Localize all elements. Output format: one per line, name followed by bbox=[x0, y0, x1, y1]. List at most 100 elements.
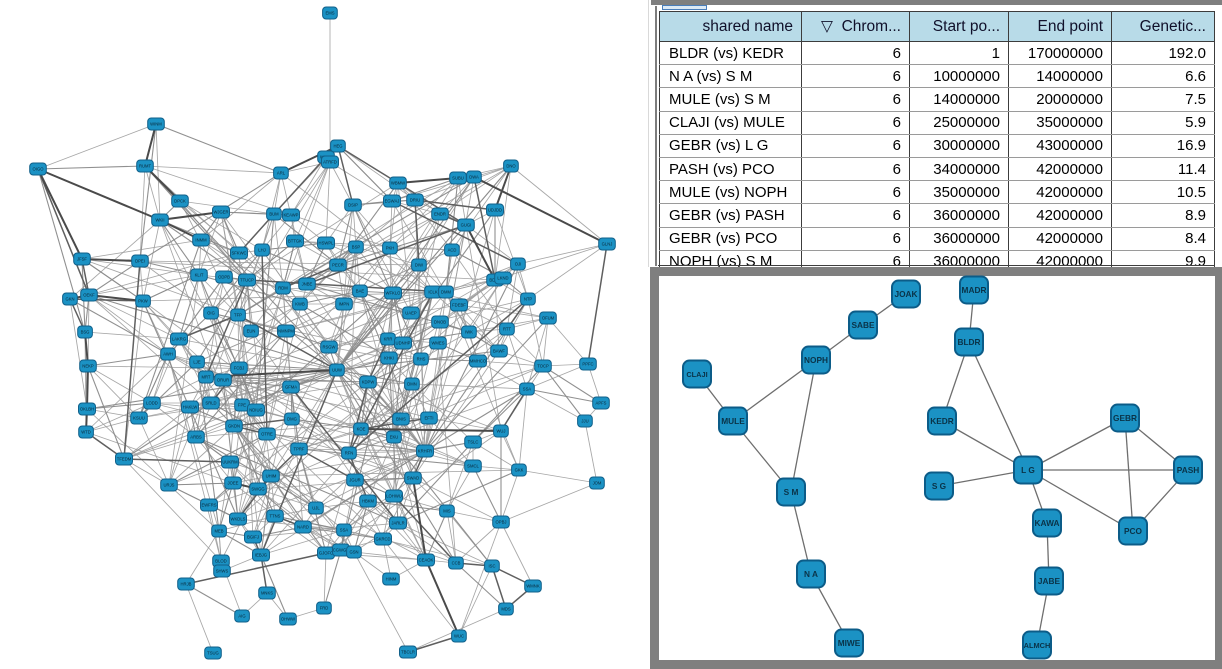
svg-text:FDEBF: FDEBF bbox=[452, 303, 466, 308]
svg-text:CCB: CCB bbox=[452, 561, 461, 566]
svg-text:DIW: DIW bbox=[415, 263, 423, 268]
svg-text:TOCP: TOCP bbox=[537, 364, 549, 369]
svg-text:KHKI: KHKI bbox=[384, 356, 394, 361]
svg-text:WFKLO: WFKLO bbox=[386, 291, 402, 296]
svg-text:LODD: LODD bbox=[146, 401, 158, 406]
svg-text:ALMCH: ALMCH bbox=[1024, 641, 1051, 650]
svg-text:BLDR: BLDR bbox=[957, 337, 980, 347]
svg-text:KDPW: KDPW bbox=[362, 380, 375, 385]
svg-text:MDS: MDS bbox=[501, 607, 511, 612]
svg-text:WKDLS: WKDLS bbox=[231, 517, 246, 522]
svg-text:TPRF: TPRF bbox=[294, 447, 305, 452]
svg-text:PPFC: PPFC bbox=[582, 362, 593, 367]
svg-text:WJGER: WJGER bbox=[213, 210, 228, 215]
svg-text:WMES: WMES bbox=[431, 341, 444, 346]
svg-text:KLIT: KLIT bbox=[195, 273, 204, 278]
svg-text:RUMT: RUMT bbox=[139, 164, 152, 169]
svg-text:EMS: EMS bbox=[325, 11, 334, 16]
svg-text:CEAOK: CEAOK bbox=[419, 558, 434, 563]
svg-text:OJI: OJI bbox=[515, 262, 522, 267]
svg-text:HSWPL: HSWPL bbox=[319, 241, 335, 246]
svg-text:N A: N A bbox=[804, 569, 818, 579]
svg-text:OKLBH: OKLBH bbox=[80, 407, 94, 412]
svg-text:GUGI: GUGI bbox=[461, 223, 472, 228]
svg-text:OTRE: OTRE bbox=[261, 432, 273, 437]
svg-text:SHWS: SHWS bbox=[216, 569, 229, 574]
svg-text:JARLR: JARLR bbox=[391, 521, 404, 526]
svg-text:PKW: PKW bbox=[138, 299, 148, 304]
svg-text:AIG: AIG bbox=[238, 614, 245, 619]
svg-text:LOHWU: LOHWU bbox=[386, 494, 402, 499]
svg-text:UJL: UJL bbox=[312, 506, 320, 511]
svg-text:KRHFR: KRHFR bbox=[418, 449, 432, 454]
svg-text:IMPN: IMPN bbox=[339, 302, 349, 307]
svg-text:JOEE: JOEE bbox=[228, 481, 239, 486]
svg-text:JABE: JABE bbox=[1038, 576, 1061, 586]
svg-text:TFP: TFP bbox=[234, 313, 242, 318]
svg-text:OFUM: OFUM bbox=[542, 316, 555, 321]
svg-text:SRLD: SRLD bbox=[205, 401, 216, 406]
svg-text:FRD: FRD bbox=[320, 606, 329, 611]
svg-text:LHJ: LHJ bbox=[258, 248, 265, 253]
svg-text:SUBU: SUBU bbox=[452, 176, 464, 181]
svg-text:OEKF: OEKF bbox=[83, 293, 95, 298]
svg-text:DMG: DMG bbox=[287, 417, 297, 422]
svg-text:WINM: WINM bbox=[150, 122, 162, 127]
svg-text:MULE: MULE bbox=[721, 416, 745, 426]
svg-text:DPCK: DPCK bbox=[174, 199, 186, 204]
svg-text:WUC: WUC bbox=[454, 634, 464, 639]
svg-text:EUN: EUN bbox=[247, 329, 256, 334]
svg-text:NOPH: NOPH bbox=[804, 355, 828, 365]
svg-text:GEBR: GEBR bbox=[1113, 413, 1137, 423]
svg-text:RDM: RDM bbox=[278, 286, 288, 291]
svg-text:UUW: UUW bbox=[332, 368, 342, 373]
svg-text:SSA: SSA bbox=[340, 528, 349, 533]
svg-text:WUJ: WUJ bbox=[496, 429, 505, 434]
svg-text:LAKRG: LAKRG bbox=[172, 337, 186, 342]
svg-text:GKRCD: GKRCD bbox=[375, 537, 390, 542]
svg-text:HAKLW: HAKLW bbox=[183, 405, 198, 410]
svg-text:KEAWP: KEAWP bbox=[284, 213, 299, 218]
svg-text:ACD: ACD bbox=[448, 248, 457, 253]
svg-text:L G: L G bbox=[1021, 465, 1035, 475]
svg-text:DRIU: DRIU bbox=[410, 198, 420, 203]
svg-text:UDJDD: UDJDD bbox=[488, 208, 502, 213]
svg-text:EGWAJ: EGWAJ bbox=[385, 199, 400, 204]
svg-text:TSUG: TSUG bbox=[207, 651, 219, 656]
svg-text:RHS: RHS bbox=[417, 357, 426, 362]
svg-text:FCBJ: FCBJ bbox=[234, 366, 244, 371]
svg-text:GKN: GKN bbox=[65, 297, 74, 302]
svg-text:DPEI: DPEI bbox=[135, 259, 145, 264]
svg-text:RTT: RTT bbox=[503, 327, 512, 332]
svg-text:APFS: APFS bbox=[596, 401, 607, 406]
svg-text:SSA: SSA bbox=[523, 387, 532, 392]
svg-text:JGUR: JGUR bbox=[349, 478, 360, 483]
svg-text:WBMW: WBMW bbox=[391, 181, 405, 186]
svg-text:BSG: BSG bbox=[81, 330, 90, 335]
svg-text:UUKRM: UUKRM bbox=[222, 460, 238, 465]
svg-text:SABE: SABE bbox=[851, 320, 875, 330]
svg-text:TSLC: TSLC bbox=[468, 440, 479, 445]
svg-text:PASH: PASH bbox=[1177, 465, 1199, 475]
svg-text:BAWF: BAWF bbox=[493, 349, 505, 354]
svg-text:JOAK: JOAK bbox=[894, 289, 917, 299]
svg-text:BTTGK: BTTGK bbox=[288, 239, 302, 244]
svg-text:UAEP: UAEP bbox=[405, 311, 417, 316]
svg-text:OIGO: OIGO bbox=[33, 167, 45, 172]
svg-text:S G: S G bbox=[932, 481, 946, 491]
svg-text:SWAD: SWAD bbox=[407, 476, 419, 481]
svg-text:DMN: DMN bbox=[407, 382, 417, 387]
svg-text:CLAJI: CLAJI bbox=[686, 370, 707, 379]
svg-text:ISC: ISC bbox=[489, 564, 496, 569]
svg-text:KSUU: KSUU bbox=[133, 416, 145, 421]
svg-text:JFSF: JFSF bbox=[77, 257, 87, 262]
svg-text:HRJB: HRJB bbox=[181, 582, 192, 587]
svg-text:IWK: IWK bbox=[465, 330, 473, 335]
svg-text:GLNJ: GLNJ bbox=[602, 242, 613, 247]
svg-text:DWA: DWA bbox=[469, 175, 479, 180]
svg-text:GJOFC: GJOFC bbox=[319, 551, 333, 556]
svg-text:ODPB: ODPB bbox=[218, 275, 230, 280]
svg-text:MMHCO: MMHCO bbox=[470, 359, 487, 364]
svg-text:ATRFD: ATRFD bbox=[323, 160, 337, 165]
svg-text:DNOB: DNOB bbox=[434, 320, 446, 325]
